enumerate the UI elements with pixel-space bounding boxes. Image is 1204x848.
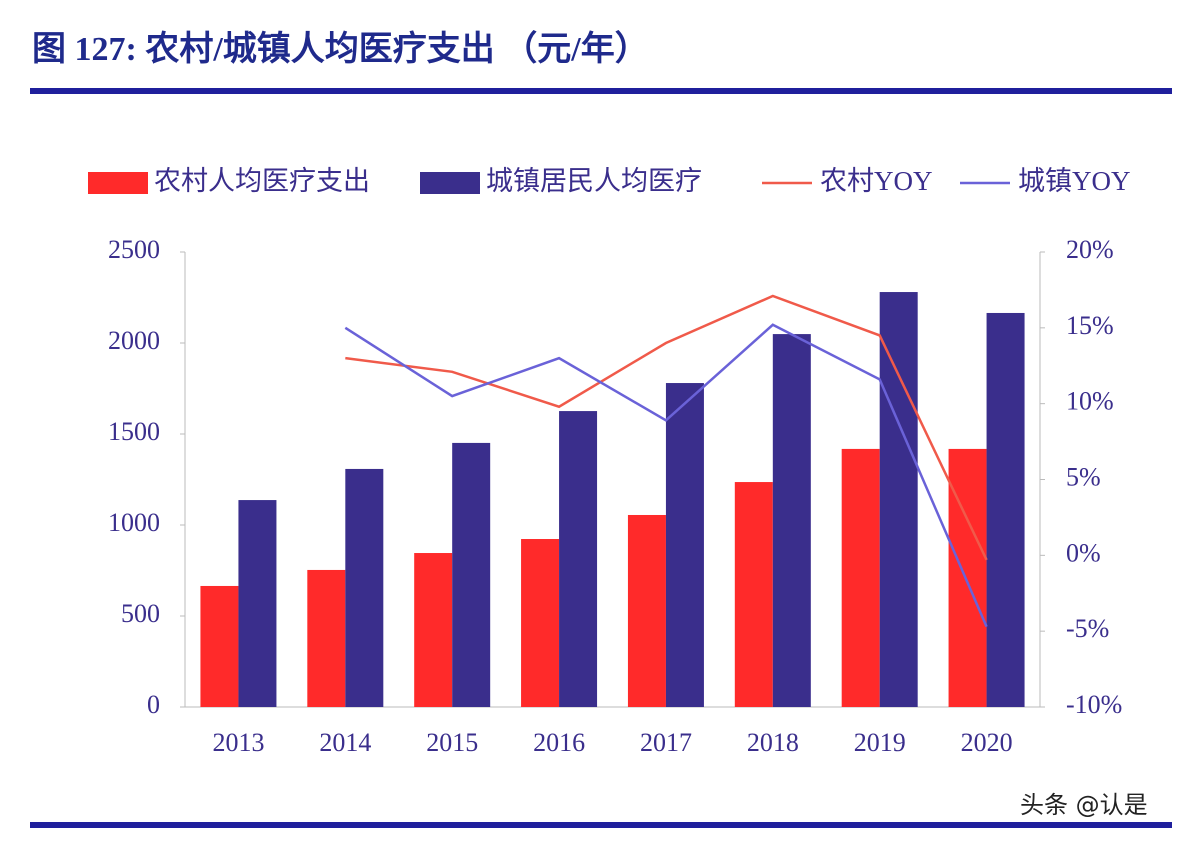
legend-swatch [420,172,480,194]
title-rule [30,88,1172,94]
legend-swatch [88,172,148,194]
bar [772,334,811,707]
bar [948,448,987,707]
y-tick-label: 1500 [108,417,160,446]
x-tick-label: 2016 [533,728,585,757]
bar [879,292,918,707]
y-tick-label: 0 [147,690,160,719]
bar [200,585,239,707]
legend-label: 城镇YOY [1018,166,1131,196]
y2-tick-label: 5% [1066,462,1101,491]
bar [238,500,277,707]
x-tick-label: 2015 [426,728,478,757]
bar [345,468,384,707]
bar [986,312,1025,707]
bar [521,539,560,707]
x-tick-label: 2018 [747,728,799,757]
y2-tick-label: -5% [1066,614,1109,643]
x-tick-label: 2014 [319,728,371,757]
y-tick-label: 2000 [108,326,160,355]
bar [452,442,491,707]
chart-title: 图 127: 农村/城镇人均医疗支出 （元/年） [32,29,649,68]
y2-tick-label: 0% [1066,538,1101,567]
x-tick-label: 2019 [854,728,906,757]
line [345,294,988,561]
bar [559,411,598,707]
watermark: 头条 @认是 [1020,791,1148,819]
y-tick-label: 1000 [108,508,160,537]
y-tick-label: 2500 [108,235,160,264]
bar [734,482,773,707]
x-tick-label: 2013 [212,728,264,757]
y2-tick-label: 15% [1066,311,1114,340]
bar [627,514,666,707]
bar [841,448,880,707]
y-tick-label: 500 [121,599,160,628]
legend-label: 农村人均医疗支出 [154,166,370,196]
bar [307,569,346,707]
y2-tick-label: 20% [1066,235,1114,264]
x-tick-label: 2020 [961,728,1013,757]
line [344,323,988,628]
x-tick-label: 2017 [640,728,692,757]
legend-label: 城镇居民人均医疗 [486,166,702,196]
bar [414,553,453,707]
bar [665,383,704,707]
bottom-rule [30,822,1172,828]
legend-label: 农村YOY [820,166,933,196]
y2-tick-label: -10% [1066,690,1122,719]
y2-tick-label: 10% [1066,387,1114,416]
